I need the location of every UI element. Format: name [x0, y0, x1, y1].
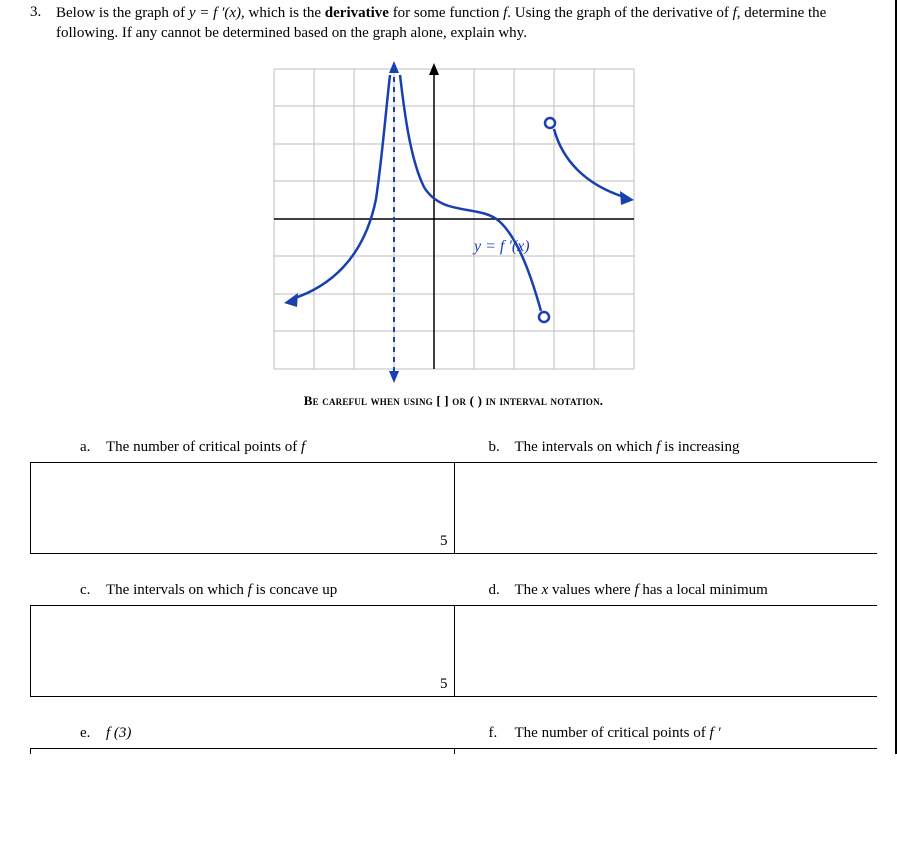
part-a-label: a. The number of critical points of f [60, 439, 469, 456]
question-row: 3. Below is the graph of y = f ′(x), whi… [30, 4, 877, 43]
part-b-t1: The intervals on which [515, 439, 657, 455]
part-d-letter: d. [489, 582, 515, 599]
derivative-graph: y = f ′(x) [244, 49, 664, 389]
part-c-label: c. The intervals on which f is concave u… [60, 582, 469, 599]
part-d-mt: values where [548, 582, 634, 598]
part-e-label: e. f (3) [60, 725, 469, 742]
qt-2: , which is the [241, 5, 325, 21]
question-text: Below is the graph of y = f ′(x), which … [56, 4, 877, 43]
row-ef-labels: e. f (3) f. The number of critical point… [60, 725, 877, 748]
open-circle-upper [545, 118, 555, 128]
row-ab-labels: a. The number of critical points of f b.… [60, 439, 877, 462]
qt-bold: derivative [325, 5, 389, 21]
part-a-text: The number of critical points of f [106, 439, 305, 456]
row-ef-box-top [30, 748, 877, 754]
qt-yeq: y = f ′(x) [189, 5, 241, 21]
part-e-text: f (3) [106, 725, 131, 742]
part-a-letter: a. [80, 439, 106, 456]
part-e-letter: e. [80, 725, 106, 742]
answer-box-b [455, 462, 878, 554]
part-b-label: b. The intervals on which f is increasin… [469, 439, 878, 456]
answer-box-a: 5 [30, 462, 455, 554]
part-f-letter: f. [489, 725, 515, 742]
part-f-tail: f ′ [709, 725, 720, 741]
part-d-t1: The [515, 582, 542, 598]
part-f-t1: The number of critical points of [515, 725, 710, 741]
pts-c: 5 [440, 676, 448, 693]
row-cd-boxes: 5 [30, 605, 877, 697]
part-c-t1: The intervals on which [106, 582, 248, 598]
part-a-tail: f [301, 439, 305, 455]
part-f-label: f. The number of critical points of f ′ [469, 725, 878, 742]
parts-container: a. The number of critical points of f b.… [60, 439, 877, 754]
part-a-t1: The number of critical points of [106, 439, 301, 455]
graph-label: y = f ′(x) [472, 238, 530, 255]
answer-box-d [455, 605, 878, 697]
part-d-t2: has a local minimum [639, 582, 768, 598]
question-number: 3. [30, 4, 56, 21]
asymptote-arrow-down [389, 371, 399, 383]
part-c-letter: c. [80, 582, 106, 599]
part-d-text: The x values where f has a local minimum [515, 582, 768, 599]
row-ab-boxes: 5 [30, 462, 877, 554]
graph-container: y = f ′(x) [30, 49, 877, 389]
part-d-label: d. The x values where f has a local mini… [469, 582, 878, 599]
part-c-t2: is concave up [252, 582, 337, 598]
pts-a: 5 [440, 533, 448, 550]
part-f-text: The number of critical points of f ′ [515, 725, 721, 742]
part-b-text: The intervals on which f is increasing [515, 439, 740, 456]
qt-1: Below is the graph of [56, 5, 189, 21]
part-b-t2: is increasing [660, 439, 739, 455]
row-cd-labels: c. The intervals on which f is concave u… [60, 582, 877, 605]
open-circle-lower [539, 312, 549, 322]
page: 3. Below is the graph of y = f ′(x), whi… [0, 0, 897, 754]
asymptote-arrow-up [389, 61, 399, 73]
qt-3: for some function [389, 5, 503, 21]
part-b-letter: b. [489, 439, 515, 456]
qt-4: . Using the graph of the derivative of [507, 5, 732, 21]
part-c-text: The intervals on which f is concave up [106, 582, 337, 599]
answer-box-c: 5 [30, 605, 455, 697]
interval-caption: Be careful when using [ ] or ( ) in inte… [30, 393, 877, 409]
